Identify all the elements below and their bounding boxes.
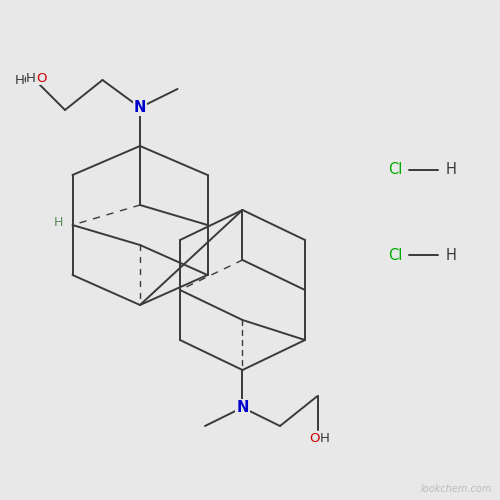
Text: Cl: Cl <box>388 248 402 262</box>
Text: N: N <box>236 400 248 415</box>
Text: HO: HO <box>14 74 35 86</box>
Text: H: H <box>26 72 36 85</box>
Text: lookchem.com: lookchem.com <box>421 484 492 494</box>
Text: H: H <box>446 248 457 262</box>
Text: H: H <box>446 162 457 178</box>
Text: O: O <box>310 432 320 446</box>
Text: N: N <box>134 100 146 115</box>
Text: H: H <box>54 216 64 229</box>
Text: O: O <box>36 72 46 85</box>
Text: H: H <box>320 432 330 446</box>
Text: Cl: Cl <box>388 162 402 178</box>
